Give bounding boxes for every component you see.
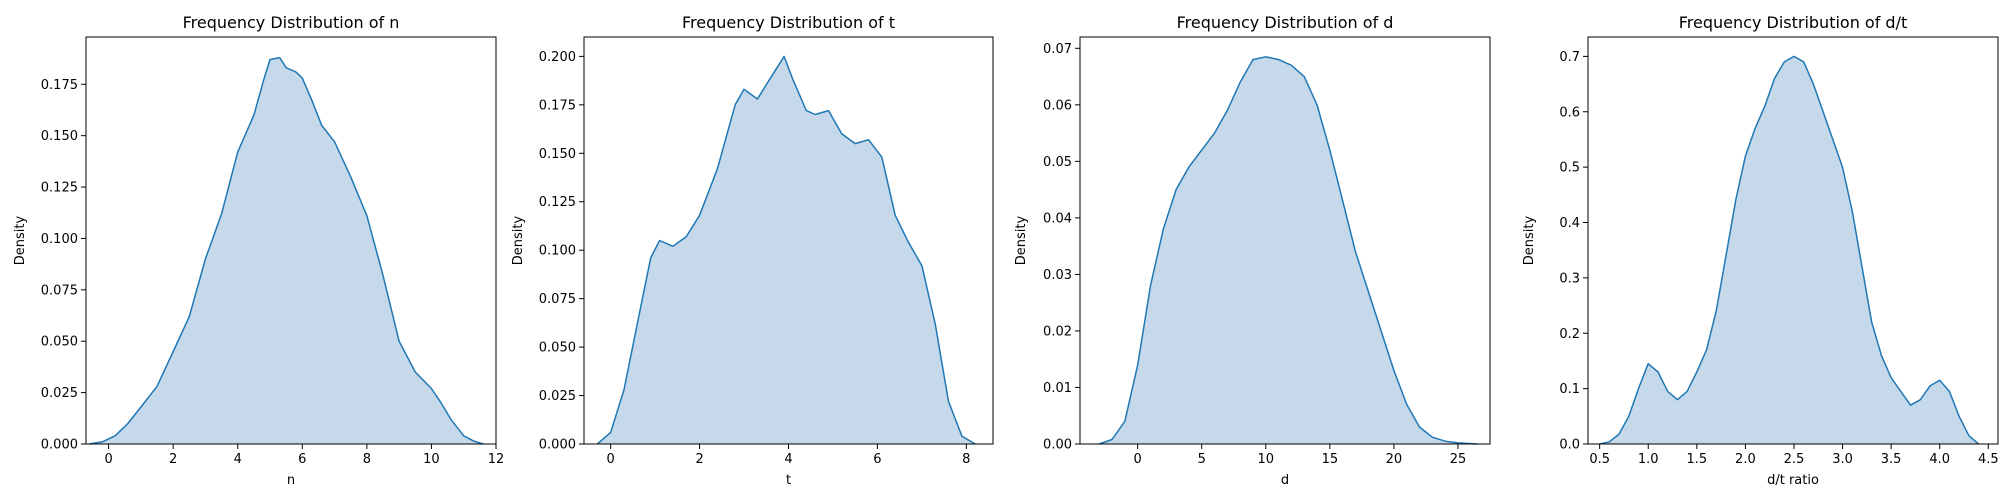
y-tick-label: 0.05 bbox=[1043, 155, 1072, 170]
x-tick-label: 2.5 bbox=[1784, 452, 1805, 467]
x-tick-label: 4.0 bbox=[1929, 452, 1950, 467]
density-line bbox=[1599, 55, 1980, 445]
x-tick-label: 0 bbox=[104, 452, 112, 467]
x-tick-label: 12 bbox=[488, 452, 505, 467]
y-tick-label: 0.100 bbox=[41, 232, 78, 247]
x-tick-label: 4 bbox=[784, 452, 792, 467]
x-tick-label: 8 bbox=[363, 452, 371, 467]
x-tick-label: 15 bbox=[1322, 452, 1339, 467]
x-tick-label: 4.5 bbox=[1978, 452, 1999, 467]
y-tick-label: 0.1 bbox=[1559, 382, 1580, 397]
y-axis-label: Density bbox=[13, 215, 28, 265]
density-area bbox=[89, 57, 484, 444]
x-tick-label: 6 bbox=[298, 452, 306, 467]
y-tick-label: 0.000 bbox=[41, 438, 78, 453]
axes-frame bbox=[1079, 36, 1491, 445]
x-tick-label: 1.0 bbox=[1638, 452, 1659, 467]
y-tick-label: 0.7 bbox=[1559, 50, 1580, 65]
y-tick-label: 0.025 bbox=[539, 389, 576, 404]
chart-panel-4: 0.5 1.0 1.5 2.0 2.5 3.0 3.5 4.0 4.5 0.0 0.1 0.2 0.3 0… bbox=[1522, 13, 1999, 488]
x-axis-label: t bbox=[786, 473, 791, 488]
x-tick-label: 20 bbox=[1386, 452, 1403, 467]
x-tick-label: 3.5 bbox=[1881, 452, 1902, 467]
x-tick-label: 25 bbox=[1450, 452, 1467, 467]
density-line bbox=[596, 55, 976, 445]
x-tick-label: 10 bbox=[1258, 452, 1275, 467]
y-tick-label: 0.01 bbox=[1043, 381, 1072, 396]
y-tick-label: 0.00 bbox=[1043, 438, 1072, 453]
x-tick-label: 5 bbox=[1198, 452, 1206, 467]
density-line bbox=[1098, 56, 1478, 445]
x-tick-label: 0 bbox=[607, 452, 615, 467]
y-tick-label: 0.125 bbox=[539, 195, 576, 210]
chart-title: Frequency Distribution of t bbox=[682, 13, 895, 32]
y-tick-label: 0.5 bbox=[1559, 161, 1580, 176]
x-tick-label: 2 bbox=[695, 452, 703, 467]
y-tick-label: 0.025 bbox=[41, 386, 78, 401]
y-tick-label: 0.125 bbox=[41, 181, 78, 196]
density-area bbox=[1599, 56, 1979, 445]
chart-panel-3: 0 5 10 15 20 25 0.00 0.01 0.02 0.03 0.04 0.05 0.06 0.… bbox=[1014, 13, 1491, 488]
y-tick-label: 0.050 bbox=[539, 341, 576, 356]
y-axis-label: Density bbox=[1522, 215, 1537, 265]
y-tick-label: 0.175 bbox=[41, 78, 78, 93]
density-area bbox=[597, 56, 976, 445]
x-tick-label: 10 bbox=[423, 452, 440, 467]
x-tick-label: 8 bbox=[962, 452, 970, 467]
density-area bbox=[1099, 56, 1478, 445]
density-line bbox=[89, 56, 484, 445]
chart-title: Frequency Distribution of d/t bbox=[1679, 13, 1908, 32]
y-tick-label: 0.150 bbox=[539, 147, 576, 162]
x-axis-label: n bbox=[287, 473, 295, 488]
y-tick-label: 0.06 bbox=[1043, 98, 1072, 113]
x-axis-label: d bbox=[1281, 473, 1289, 488]
y-tick-label: 0.000 bbox=[539, 438, 576, 453]
y-tick-label: 0.175 bbox=[539, 98, 576, 113]
x-tick-label: 2.0 bbox=[1735, 452, 1756, 467]
y-tick-label: 0.075 bbox=[539, 292, 576, 307]
x-tick-label: 4 bbox=[234, 452, 242, 467]
chart-title: Frequency Distribution of n bbox=[183, 13, 400, 32]
axes-frame bbox=[1587, 36, 1999, 445]
y-tick-label: 0.4 bbox=[1559, 216, 1580, 231]
x-tick-label: 0.5 bbox=[1589, 452, 1610, 467]
y-tick-label: 0.02 bbox=[1043, 324, 1072, 339]
y-tick-label: 0.200 bbox=[539, 50, 576, 65]
y-tick-label: 0.0 bbox=[1559, 438, 1580, 453]
y-tick-label: 0.150 bbox=[41, 129, 78, 144]
y-tick-label: 0.050 bbox=[41, 335, 78, 350]
y-tick-label: 0.075 bbox=[41, 283, 78, 298]
chart-title: Frequency Distribution of d bbox=[1177, 13, 1394, 32]
y-axis-label: Density bbox=[511, 215, 526, 265]
y-tick-label: 0.07 bbox=[1043, 42, 1072, 57]
axes-frame bbox=[85, 36, 497, 445]
y-tick-label: 0.04 bbox=[1043, 211, 1072, 226]
y-tick-label: 0.100 bbox=[539, 244, 576, 259]
y-tick-label: 0.6 bbox=[1559, 105, 1580, 120]
y-tick-label: 0.2 bbox=[1559, 327, 1580, 342]
y-tick-label: 0.3 bbox=[1559, 271, 1580, 286]
x-tick-label: 1.5 bbox=[1686, 452, 1707, 467]
chart-panel-2: 0 2 4 6 8 0.000 0.025 0.050 0.075 0.100 0.125 0.150… bbox=[511, 13, 994, 488]
x-tick-label: 6 bbox=[873, 452, 881, 467]
x-tick-label: 0 bbox=[1134, 452, 1142, 467]
y-tick-label: 0.03 bbox=[1043, 268, 1072, 283]
x-axis-label: d/t ratio bbox=[1767, 473, 1819, 488]
x-tick-label: 3.0 bbox=[1832, 452, 1853, 467]
x-tick-label: 2 bbox=[169, 452, 177, 467]
y-axis-label: Density bbox=[1014, 215, 1029, 265]
chart-panel-1: 0 2 4 6 8 10 12 0.000 0.025 0.050 0.075 0.100 0.125 0… bbox=[13, 13, 504, 488]
